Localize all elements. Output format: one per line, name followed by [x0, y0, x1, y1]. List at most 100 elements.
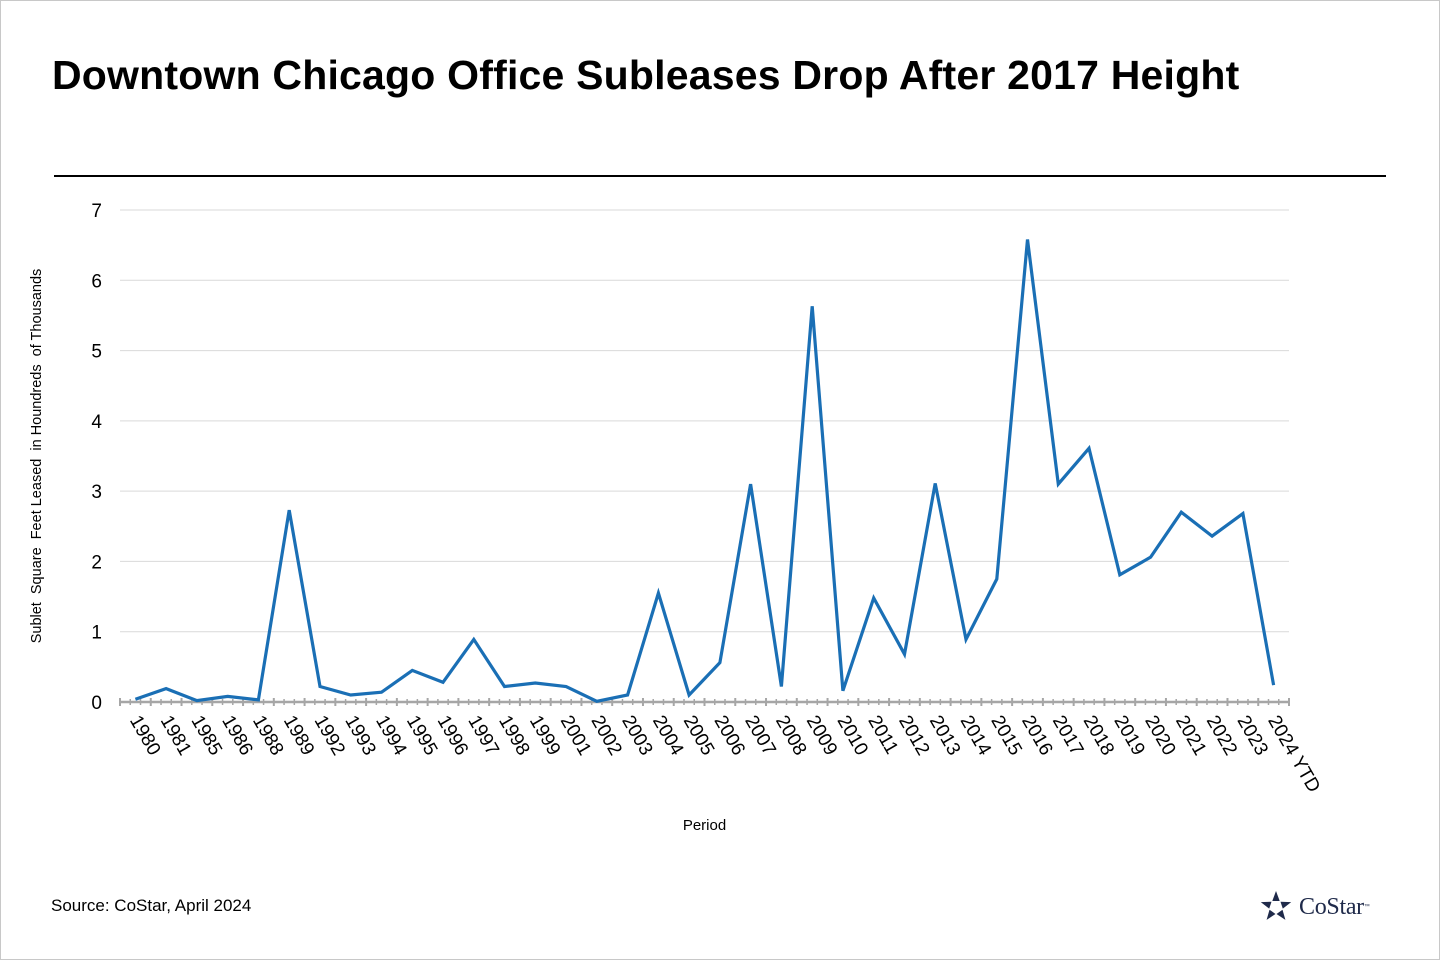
x-tick-label: 2018	[1079, 712, 1118, 759]
logo-trademark: ™	[1363, 904, 1370, 910]
x-tick-label: 2005	[679, 712, 718, 759]
x-tick-label: 1989	[279, 712, 318, 759]
data-point	[349, 693, 352, 696]
data-point	[626, 693, 629, 696]
data-point	[934, 482, 937, 485]
data-point	[380, 691, 383, 694]
data-point	[165, 687, 168, 690]
x-tick-label: 1998	[494, 712, 533, 759]
data-point	[903, 653, 906, 656]
data-point	[288, 509, 291, 512]
x-tick-label: 1981	[156, 712, 195, 759]
x-tick-label: 1985	[187, 712, 226, 759]
x-tick-label: 2021	[1171, 712, 1210, 759]
x-tick-label: 2012	[894, 712, 933, 759]
data-point	[1088, 447, 1091, 450]
data-point	[595, 700, 598, 703]
y-tick-label: 2	[91, 552, 102, 573]
x-tick-label: 2004	[648, 712, 688, 759]
logo-text: CoStar	[1299, 893, 1364, 920]
data-point	[872, 596, 875, 599]
y-tick-label: 6	[91, 271, 102, 292]
data-point	[442, 681, 445, 684]
x-tick-label: 1999	[525, 712, 564, 759]
x-tick-label: 2011	[863, 712, 902, 758]
logo-star-segment	[1280, 901, 1292, 909]
x-tick-label: 2015	[986, 712, 1025, 759]
x-tick-label: 2009	[802, 712, 841, 759]
data-point	[749, 483, 752, 486]
x-tick-label: 2023	[1233, 712, 1272, 759]
data-point	[780, 685, 783, 688]
x-tick-label: 2014	[956, 712, 996, 759]
data-point	[688, 693, 691, 696]
x-tick-label: 1986	[217, 712, 256, 759]
chart-title: Downtown Chicago Office Subleases Drop A…	[52, 52, 1240, 98]
x-tick-label: 2022	[1202, 712, 1241, 759]
x-tick-label: 2024 YTD	[1263, 712, 1324, 796]
costar-logo: CoStar ™	[1259, 890, 1370, 924]
x-tick-label: 2017	[1048, 712, 1087, 759]
x-tick-label: 1988	[248, 712, 287, 759]
x-tick-label: 2010	[833, 712, 872, 759]
data-point	[472, 638, 475, 641]
x-tick-label: 1994	[371, 712, 411, 759]
data-point	[411, 669, 414, 672]
data-point	[534, 682, 537, 685]
data-point	[1118, 573, 1121, 576]
data-point	[1149, 556, 1152, 559]
series-line	[134, 239, 1276, 703]
x-tick-label: 1997	[463, 712, 502, 759]
y-tick-label: 3	[91, 482, 102, 503]
data-point	[503, 685, 506, 688]
x-tick-label: 1993	[340, 712, 379, 759]
y-tick-label: 5	[91, 342, 102, 363]
x-tick-label: 2020	[1140, 712, 1179, 759]
y-axis-title: Sublet Square Feet Leased in Houndreds o…	[29, 269, 45, 644]
x-tick-label: 1996	[433, 712, 472, 759]
x-tick-label: 2013	[925, 712, 964, 759]
logo-star-segment	[1276, 909, 1286, 920]
source-note: Source: CoStar, April 2024	[51, 896, 252, 915]
data-point	[657, 592, 660, 595]
data-point	[134, 698, 137, 701]
logo-star-segment	[1260, 901, 1272, 909]
logo-star-segment	[1272, 891, 1280, 901]
data-point	[811, 305, 814, 308]
data-point	[1180, 511, 1183, 514]
data-point	[195, 699, 198, 702]
data-point	[565, 685, 568, 688]
x-tick-label: 1980	[125, 712, 164, 759]
data-point	[318, 685, 321, 688]
data-point	[841, 689, 844, 692]
y-tick-label: 4	[91, 412, 102, 433]
x-tick-label: 2016	[1017, 712, 1056, 759]
x-axis-title: Period	[683, 817, 726, 834]
x-tick-label: 2001	[556, 712, 595, 759]
x-tick-label: 1995	[402, 712, 441, 759]
x-tick-label: 2007	[740, 712, 779, 759]
data-point	[1026, 238, 1029, 241]
data-point	[1241, 512, 1244, 515]
logo-star-center	[1271, 902, 1281, 912]
y-tick-label: 1	[91, 623, 102, 644]
title-divider	[54, 175, 1386, 177]
logo-star-segment	[1266, 909, 1276, 920]
data-point	[1057, 483, 1060, 486]
costar-star-icon	[1260, 891, 1292, 920]
data-point	[257, 698, 260, 701]
x-tick-label: 2008	[771, 712, 810, 759]
data-point	[1211, 535, 1214, 538]
y-tick-label: 0	[91, 693, 102, 714]
x-tick-label: 2002	[586, 712, 625, 759]
data-point	[1272, 684, 1275, 687]
x-tick-label: 2006	[710, 712, 749, 759]
x-tick-label: 2019	[1109, 712, 1148, 759]
x-tick-label: 1992	[310, 712, 349, 759]
y-tick-label: 7	[91, 201, 102, 222]
x-tick-label: 2003	[617, 712, 656, 759]
data-point	[995, 578, 998, 581]
data-point	[964, 638, 967, 641]
data-point	[718, 661, 721, 664]
